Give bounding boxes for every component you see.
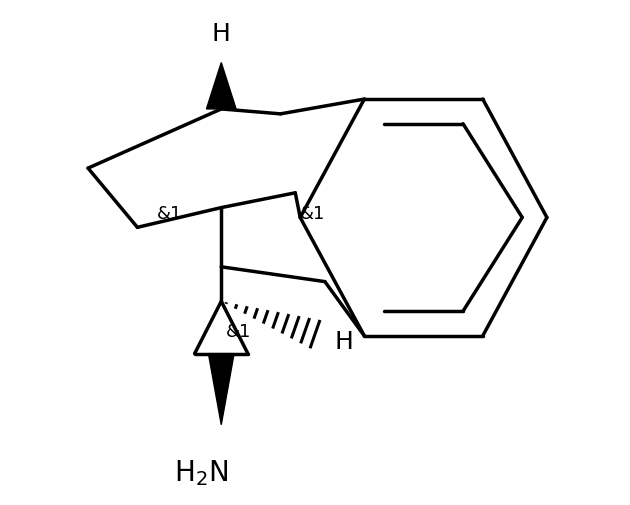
Text: &1: &1 xyxy=(156,204,182,222)
Text: H: H xyxy=(335,329,353,353)
Text: H: H xyxy=(212,22,231,45)
Text: H$_2$N: H$_2$N xyxy=(175,457,229,487)
Text: &1: &1 xyxy=(301,204,326,222)
Polygon shape xyxy=(207,64,236,110)
Polygon shape xyxy=(209,354,234,425)
Text: &1: &1 xyxy=(226,322,251,340)
